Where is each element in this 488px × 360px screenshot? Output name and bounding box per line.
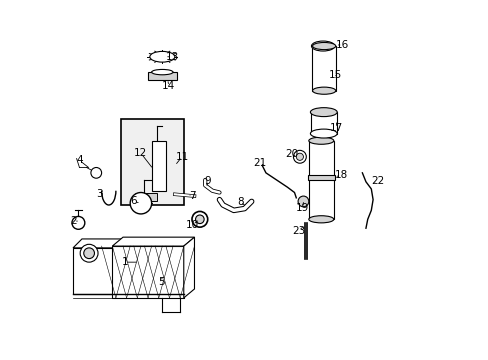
Text: 19: 19 [295, 203, 308, 212]
Circle shape [130, 193, 151, 214]
Polygon shape [73, 239, 128, 248]
Bar [307, 175, 334, 180]
Text: 8: 8 [236, 197, 243, 207]
Text: 20: 20 [285, 149, 298, 159]
Text: 21: 21 [253, 158, 266, 168]
Text: 4: 4 [76, 156, 82, 165]
Text: 5: 5 [158, 277, 164, 287]
Ellipse shape [311, 41, 334, 51]
Ellipse shape [149, 51, 175, 62]
Bar [73, 248, 119, 294]
Ellipse shape [151, 69, 173, 75]
Polygon shape [183, 237, 194, 298]
Ellipse shape [312, 87, 335, 94]
Text: 2: 2 [70, 216, 77, 226]
Text: 22: 22 [370, 176, 383, 186]
Text: 13: 13 [165, 52, 179, 62]
Circle shape [91, 167, 102, 178]
Text: 18: 18 [334, 170, 347, 180]
Ellipse shape [310, 129, 337, 138]
Circle shape [296, 153, 303, 160]
Circle shape [293, 150, 305, 163]
Text: 10: 10 [186, 220, 199, 230]
Ellipse shape [312, 42, 335, 50]
Bar [308, 141, 333, 219]
Text: 7: 7 [189, 191, 196, 201]
Text: 15: 15 [328, 70, 342, 80]
Ellipse shape [310, 108, 337, 117]
Text: 14: 14 [162, 81, 175, 91]
Circle shape [195, 215, 203, 224]
Ellipse shape [308, 216, 333, 223]
Bar [310, 112, 337, 134]
Text: 9: 9 [204, 176, 211, 186]
Text: 11: 11 [175, 152, 188, 162]
Text: 1: 1 [122, 257, 128, 267]
Bar [312, 46, 335, 91]
Circle shape [298, 196, 308, 207]
Bar [151, 141, 165, 191]
Polygon shape [112, 237, 194, 246]
Bar [148, 72, 176, 80]
Circle shape [192, 211, 207, 227]
Ellipse shape [308, 137, 333, 144]
Text: 3: 3 [96, 189, 103, 199]
Circle shape [72, 216, 84, 229]
Text: 17: 17 [329, 123, 342, 133]
Polygon shape [119, 239, 128, 294]
Bar [139, 193, 157, 202]
Text: 12: 12 [134, 148, 147, 158]
Text: 16: 16 [335, 40, 348, 50]
Circle shape [80, 244, 98, 262]
Circle shape [83, 248, 94, 258]
Text: 23: 23 [291, 226, 305, 236]
Bar [112, 246, 183, 298]
Text: 6: 6 [130, 197, 137, 206]
FancyBboxPatch shape [121, 119, 183, 205]
